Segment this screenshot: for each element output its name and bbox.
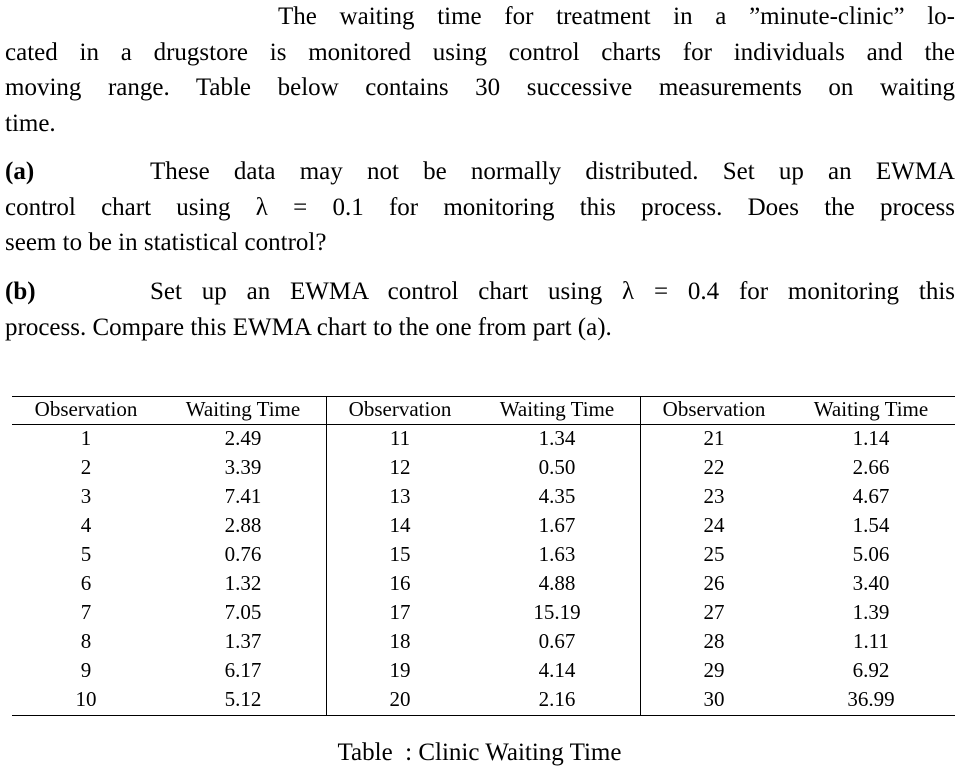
- table-cell: 23: [703, 484, 725, 508]
- table-cell: 4: [80, 513, 92, 537]
- table-cell: 2.16: [538, 687, 576, 711]
- table-cell: 22: [703, 455, 725, 479]
- table-cell: 11: [389, 426, 411, 450]
- text-line: time.: [5, 110, 56, 138]
- column-divider: [640, 396, 641, 716]
- table-cell: 6: [80, 571, 92, 595]
- table-cell: 0.76: [224, 542, 262, 566]
- text-line: seem to be in statistical control?: [5, 229, 327, 257]
- table-cell: 25: [703, 542, 725, 566]
- table-cell: 18: [389, 629, 411, 653]
- column-divider: [326, 396, 327, 716]
- table-cell: 3.39: [224, 455, 262, 479]
- table-cell: 1.54: [852, 513, 890, 537]
- text-line: Set up an EWMA control chart using λ = 0…: [150, 278, 955, 305]
- table-cell: 4.67: [852, 484, 890, 508]
- table-cell: 6.92: [852, 658, 890, 682]
- table-cell: 3.40: [852, 571, 890, 595]
- table-cell: 1.39: [852, 600, 890, 624]
- table-cell: 2.49: [224, 426, 262, 450]
- table-cell: 5.12: [224, 687, 262, 711]
- header-cell: Waiting Time: [499, 397, 615, 421]
- text-line: These data may not be normally distribut…: [150, 158, 955, 185]
- table-cell: 1.32: [224, 571, 262, 595]
- table-cell: 19: [389, 658, 411, 682]
- table-cell: 1.34: [538, 426, 576, 450]
- table-cell: 1.63: [538, 542, 576, 566]
- header-cell: Observation: [348, 397, 452, 421]
- table-cell: 27: [703, 600, 725, 624]
- part-label: (b): [5, 278, 36, 305]
- table-cell: 36.99: [847, 687, 895, 711]
- header-cell: Observation: [662, 397, 766, 421]
- header-cell: Observation: [34, 397, 138, 421]
- table-cell: 0.67: [538, 629, 576, 653]
- table-cell: 2.88: [224, 513, 262, 537]
- table-rule: [12, 715, 955, 717]
- table-cell: 10: [75, 687, 97, 711]
- table-cell: 5.06: [852, 542, 890, 566]
- table-caption: Table : Clinic Waiting Time: [337, 739, 622, 766]
- header-cell: Waiting Time: [813, 397, 929, 421]
- table-cell: 1: [80, 426, 92, 450]
- table-cell: 14: [389, 513, 411, 537]
- table-cell: 9: [80, 658, 92, 682]
- table-cell: 2: [80, 455, 92, 479]
- table-rule: [12, 396, 955, 398]
- table-cell: 1.14: [852, 426, 890, 450]
- table-cell: 4.14: [538, 658, 576, 682]
- table-cell: 26: [703, 571, 725, 595]
- table-cell: 8: [80, 629, 92, 653]
- table-cell: 20: [389, 687, 411, 711]
- table-cell: 1.11: [853, 629, 889, 653]
- table-cell: 16: [389, 571, 411, 595]
- table-cell: 13: [389, 484, 411, 508]
- table-cell: 2.66: [852, 455, 890, 479]
- text-line: process. Compare this EWMA chart to the …: [5, 313, 612, 341]
- table-cell: 12: [389, 455, 411, 479]
- table-cell: 0.50: [538, 455, 576, 479]
- text-line: cated in a drugstore is monitored using …: [5, 38, 955, 66]
- table-cell: 5: [80, 542, 92, 566]
- table-cell: 7: [80, 600, 92, 624]
- table-cell: 4.88: [538, 571, 576, 595]
- table-cell: 28: [703, 629, 725, 653]
- table-cell: 1.37: [224, 629, 262, 653]
- text-line: The waiting time for treatment in a ”min…: [278, 3, 955, 30]
- table-cell: 29: [703, 658, 725, 682]
- table-cell: 15: [389, 542, 411, 566]
- table-cell: 15.19: [533, 600, 581, 624]
- table-cell: 21: [703, 426, 725, 450]
- text-line: moving range. Table below contains 30 su…: [5, 74, 955, 102]
- table-cell: 1.67: [538, 513, 576, 537]
- table-cell: 24: [703, 513, 725, 537]
- text-line: control chart using λ = 0.1 for monitori…: [5, 193, 955, 221]
- header-cell: Waiting Time: [185, 397, 301, 421]
- table-cell: 7.05: [224, 600, 262, 624]
- table-cell: 4.35: [538, 484, 576, 508]
- part-label: (a): [5, 158, 35, 185]
- table-cell: 30: [703, 687, 725, 711]
- table-cell: 7.41: [224, 484, 262, 508]
- table-rule: [12, 424, 955, 425]
- table-cell: 6.17: [224, 658, 262, 682]
- table-cell: 3: [80, 484, 92, 508]
- table-cell: 17: [389, 600, 411, 624]
